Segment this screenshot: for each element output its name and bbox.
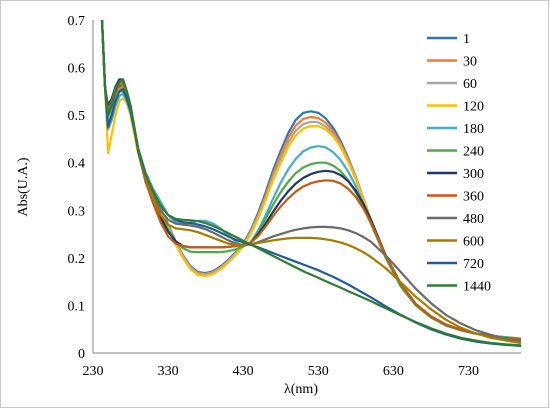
legend-label-360: 360 xyxy=(463,190,484,205)
legend-label-1440: 1440 xyxy=(463,280,491,295)
x-tick-labels: 230 330 430 530 630 730 xyxy=(83,364,479,379)
y-tick-label: 0.1 xyxy=(68,299,86,314)
series-line-180 xyxy=(100,19,522,340)
axes xyxy=(92,20,521,354)
y-tick-label: 0.4 xyxy=(68,157,86,172)
x-tick-label: 330 xyxy=(158,364,179,379)
legend-label-180: 180 xyxy=(463,122,484,137)
legend-label-1: 1 xyxy=(463,32,470,47)
series-line-360 xyxy=(100,19,522,341)
series-line-120 xyxy=(100,19,522,340)
series-line-600 xyxy=(100,19,522,345)
y-tick-labels: 0 0.1 0.2 0.3 0.4 0.5 0.6 0.7 xyxy=(68,14,86,362)
series-line-1440 xyxy=(100,19,522,347)
plot-lines xyxy=(100,19,522,347)
y-tick-label: 0.5 xyxy=(68,109,86,124)
series-line-60 xyxy=(100,19,522,340)
y-tick-label: 0 xyxy=(78,347,85,362)
legend: 1 30 60 120 180 240 300 360 480 600 720 1440 xyxy=(427,32,491,295)
legend-label-60: 60 xyxy=(463,77,477,92)
series-line-30 xyxy=(100,19,522,340)
x-tick-label: 530 xyxy=(308,364,329,379)
legend-label-240: 240 xyxy=(463,145,484,160)
series-line-1 xyxy=(100,19,522,340)
y-tick-label: 0.3 xyxy=(68,204,86,219)
legend-label-30: 30 xyxy=(463,55,477,70)
x-tick-label: 630 xyxy=(383,364,404,379)
y-tick-label: 0.7 xyxy=(68,14,86,29)
y-tick-label: 0.2 xyxy=(68,252,86,267)
legend-label-120: 120 xyxy=(463,100,484,115)
series-line-480 xyxy=(100,19,522,343)
legend-label-720: 720 xyxy=(463,257,484,272)
legend-label-300: 300 xyxy=(463,167,484,182)
y-axis-label: Abs(U.A.) xyxy=(16,157,31,216)
x-tick-label: 430 xyxy=(233,364,254,379)
x-tick-label: 230 xyxy=(83,364,104,379)
series-line-300 xyxy=(100,19,522,341)
legend-label-600: 600 xyxy=(463,235,484,250)
x-tick-label: 730 xyxy=(458,364,479,379)
legend-label-480: 480 xyxy=(463,212,484,227)
x-axis-label: λ(nm) xyxy=(284,382,318,397)
y-tick-label: 0.6 xyxy=(68,62,86,77)
series-line-240 xyxy=(100,19,522,340)
